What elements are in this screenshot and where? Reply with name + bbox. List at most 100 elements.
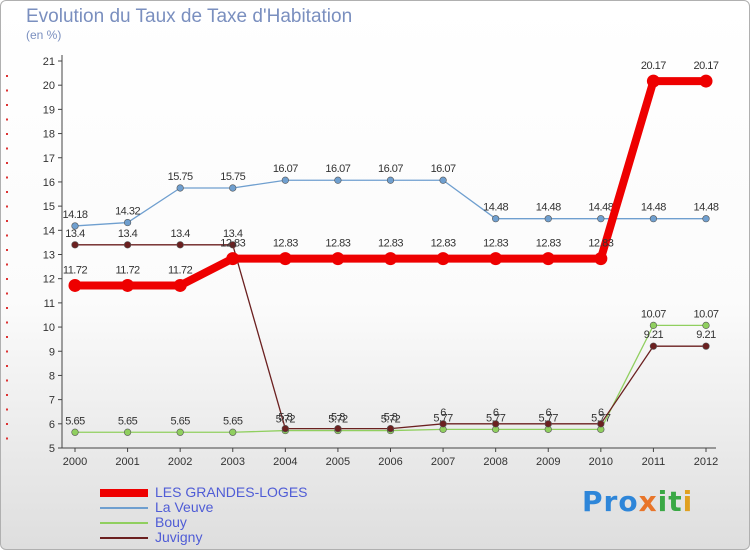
y-tick-label: 21 [43, 56, 55, 68]
data-point [544, 420, 552, 428]
data-label: 12.83 [536, 238, 561, 250]
edge-dot [6, 147, 8, 150]
y-tick-label: 14 [43, 225, 55, 237]
data-point [229, 241, 237, 249]
edge-dot [6, 234, 8, 237]
x-tick-label: 2004 [273, 456, 297, 468]
data-point [176, 241, 184, 249]
data-point [541, 252, 555, 266]
data-label: 16.07 [431, 163, 456, 175]
x-tick-label: 2010 [589, 456, 613, 468]
data-point [492, 420, 500, 428]
y-tick-label: 20 [43, 80, 55, 92]
data-label: 16.07 [273, 163, 298, 175]
logo-part-4: i [682, 485, 694, 518]
data-point [544, 215, 552, 223]
data-point [173, 278, 187, 292]
data-label: 12.83 [273, 238, 298, 250]
x-tick-label: 2009 [536, 456, 560, 468]
data-point [71, 428, 79, 436]
edge-dot [6, 162, 8, 164]
data-label: 5.77 [486, 412, 506, 424]
data-point [71, 241, 79, 249]
data-point [176, 428, 184, 436]
data-point [123, 241, 132, 249]
data-point [229, 428, 237, 436]
edge-dot [6, 133, 8, 135]
data-point [121, 278, 135, 292]
y-tick-label: 18 [43, 129, 55, 141]
edge-dot [6, 104, 8, 106]
legend-label: LES GRANDES-LOGES [155, 484, 308, 500]
legend-swatch [100, 522, 148, 524]
edge-dot [6, 176, 8, 179]
x-tick-label: 2000 [63, 456, 87, 468]
chart-subtitle: (en %) [26, 28, 62, 42]
data-label: 15.75 [220, 171, 245, 183]
edge-dot [6, 205, 8, 208]
data-label: 20.17 [641, 60, 666, 72]
data-label: 12.83 [220, 238, 245, 250]
data-point [281, 425, 289, 433]
data-label: 14.32 [115, 206, 140, 218]
line-chart: 5 6 7 8 9 10 11 12 13 14 15 16 17 18 19 20 21 2000 2001 200… [6, 55, 719, 468]
data-label: 14.48 [641, 202, 666, 214]
data-point [699, 74, 713, 88]
edge-dot [6, 365, 8, 367]
data-point [331, 252, 345, 266]
data-label: 9.21 [696, 329, 716, 341]
y-tick-label: 9 [49, 346, 55, 358]
data-label: 14.48 [536, 202, 561, 214]
data-label: 5.65 [223, 415, 243, 427]
edge-dot [6, 263, 8, 266]
data-point [597, 420, 605, 428]
data-label: 12.83 [378, 238, 403, 250]
data-point [489, 252, 503, 266]
data-label: 5.77 [539, 412, 559, 424]
x-tick-label: 2006 [378, 456, 402, 468]
data-label: 5.8 [331, 412, 345, 424]
data-label: 6 [598, 407, 604, 419]
x-tick-label: 2012 [694, 456, 718, 468]
data-label: 5.72 [381, 414, 401, 426]
edge-dot [6, 118, 8, 121]
data-point [123, 428, 132, 436]
data-label: 5.65 [65, 415, 85, 427]
y-tick-label: 6 [49, 419, 55, 431]
logo-part-3: it [657, 485, 683, 518]
data-point [226, 252, 240, 266]
data-point [702, 342, 710, 350]
data-label: 5.8 [384, 412, 398, 424]
edge-dot [6, 220, 8, 222]
x-tick-label: 2005 [326, 456, 350, 468]
y-tick-label: 8 [49, 370, 55, 382]
x-tick-label: 2003 [221, 456, 245, 468]
data-label: 6 [545, 407, 551, 419]
x-tick-label: 2001 [115, 456, 139, 468]
edge-dot [6, 437, 8, 440]
data-label: 16.07 [325, 163, 350, 175]
data-point [649, 215, 658, 223]
y-tick-label: 11 [44, 298, 55, 310]
y-tick-label: 15 [43, 201, 55, 213]
data-point [439, 420, 447, 428]
data-label: 11.72 [168, 264, 193, 276]
edge-dot [6, 394, 8, 396]
data-label: 13.4 [223, 228, 243, 240]
data-point [176, 184, 184, 192]
data-label: 13.4 [65, 228, 85, 240]
edge-dot [6, 379, 8, 382]
data-label: 11.72 [115, 264, 140, 276]
data-point [436, 252, 450, 266]
data-label: 5.65 [170, 415, 190, 427]
data-point [646, 74, 660, 88]
logo-part-1: Pro [582, 485, 639, 518]
data-point [649, 321, 658, 329]
y-tick-label: 7 [49, 395, 55, 407]
data-point [386, 176, 395, 184]
data-label: 12.83 [431, 238, 456, 250]
edge-dot [6, 350, 8, 353]
edge-dot [6, 292, 8, 295]
data-label: 9.21 [644, 329, 664, 341]
legend-swatch [100, 489, 148, 497]
